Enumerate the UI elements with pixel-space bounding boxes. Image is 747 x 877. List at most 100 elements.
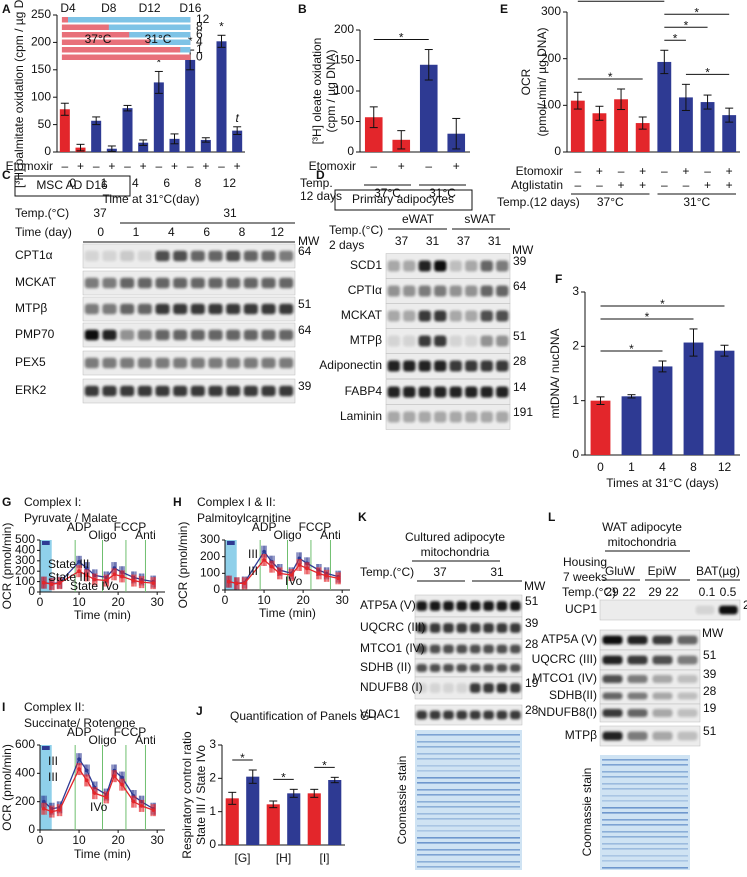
blot-title: WAT adipocyte [602, 520, 682, 534]
panel-letter: C [2, 168, 11, 182]
blot-title: MSC AD D16 [36, 178, 108, 192]
blot-band [416, 683, 428, 693]
blot-band [465, 260, 478, 272]
mw-label: 51 [703, 648, 717, 662]
blot-band [416, 644, 428, 654]
bar [287, 793, 301, 845]
group-label: [H] [276, 851, 291, 865]
inset-lane-label: 12 [196, 12, 210, 26]
blot-header: 2 days [329, 238, 364, 252]
group-label: 37°C [597, 195, 624, 209]
blot-band [480, 386, 493, 398]
bar [328, 780, 342, 845]
significance-mark: * [673, 31, 678, 45]
blot-row-label: ERK2 [15, 383, 47, 397]
blot-band [243, 303, 258, 315]
blot-band [602, 709, 623, 717]
blot-band [652, 675, 673, 683]
bar [714, 350, 735, 455]
coomassie-band [602, 867, 688, 869]
blot-band [496, 335, 509, 347]
blot-header: Time (day) [15, 225, 72, 239]
injection-label: ADP [67, 520, 92, 534]
x-axis-label: Times at 31°C (days) [606, 476, 718, 490]
blot-band [137, 303, 152, 315]
treatment-sign: – [683, 178, 690, 192]
chart-title: Palmitoylcarnitine [197, 511, 291, 525]
x-tick-label: 0 [37, 833, 44, 847]
y-tick-label: 0 [213, 582, 220, 596]
y-axis-label: mtDNA/ nucDNA [548, 328, 562, 418]
significance-mark: * [281, 771, 286, 785]
blot-band [120, 277, 135, 289]
blot-header: 37 [433, 565, 447, 579]
blot-band [173, 357, 188, 369]
x-axis-label: Time at 31°C(day) [102, 192, 199, 206]
coomassie-band [417, 830, 520, 832]
blot-band [429, 644, 441, 654]
y-tick-label: 200 [15, 563, 35, 577]
series-label: III [248, 547, 258, 561]
significance-mark: * [399, 31, 404, 45]
blot-band [456, 710, 468, 720]
significance-mark: * [608, 70, 613, 84]
blot-band [208, 303, 223, 315]
blot-band [261, 303, 276, 315]
y-tick-label: 200 [334, 22, 354, 36]
blot-band [279, 357, 294, 369]
blot-band [496, 310, 509, 322]
inset-red [61, 32, 191, 38]
blot-band [418, 360, 431, 372]
panel-letter: G [2, 495, 11, 509]
blot-row-label: MCKAT [341, 308, 383, 322]
blot-band [456, 623, 468, 633]
treatment-sign: – [574, 164, 581, 178]
row-label: Etomoxir [516, 164, 563, 178]
coomassie-band [417, 794, 520, 796]
blot-band [449, 285, 462, 297]
blot-band [456, 601, 468, 611]
y-tick-label: 100 [541, 98, 561, 112]
blot-band [403, 386, 416, 398]
blot-band [84, 303, 99, 315]
panel-letter: L [548, 510, 555, 524]
inset-lane-label: 8 [196, 20, 203, 34]
blot-row-label: FABP4 [345, 384, 383, 398]
bar [232, 130, 243, 152]
coomassie-band [602, 776, 688, 778]
treatment-sign: – [187, 159, 194, 173]
blot-band [102, 303, 117, 315]
bar [216, 41, 227, 152]
blot-band [155, 329, 170, 341]
blot-band [449, 260, 462, 272]
y-tick-label: 200 [200, 549, 220, 563]
mw-label: 64 [298, 244, 312, 258]
mw-header: MW [524, 579, 546, 593]
blot-band [509, 601, 521, 611]
y-axis-label: OCR [519, 68, 533, 95]
y-axis-label: OCR (pmol/min) [176, 522, 190, 609]
blot-band [627, 655, 648, 665]
blot-row-label: MTCO1 (IV) [360, 641, 425, 655]
y-tick-label: 3 [572, 284, 579, 298]
series-label: III [248, 564, 258, 578]
blot-band [279, 385, 294, 397]
mw-label: 64 [298, 323, 312, 337]
group-label: 0 [69, 176, 76, 190]
blot-band [190, 357, 205, 369]
panel-letter: D [316, 168, 325, 182]
treatment-sign: + [398, 159, 405, 173]
blot-band [279, 250, 294, 262]
blot-strip [82, 270, 296, 296]
blot-band [387, 260, 400, 272]
coomassie-band [602, 759, 688, 761]
chart-title: Pyruvate / Malate [24, 511, 118, 525]
blot-band [483, 644, 494, 654]
panel-letter: J [196, 704, 203, 718]
mw-label: 51 [525, 594, 539, 608]
blot-band [418, 411, 431, 423]
blot-band [677, 709, 698, 717]
mw-label: 51 [298, 297, 312, 311]
blot-band [434, 260, 447, 272]
significance-mark: * [629, 342, 634, 356]
